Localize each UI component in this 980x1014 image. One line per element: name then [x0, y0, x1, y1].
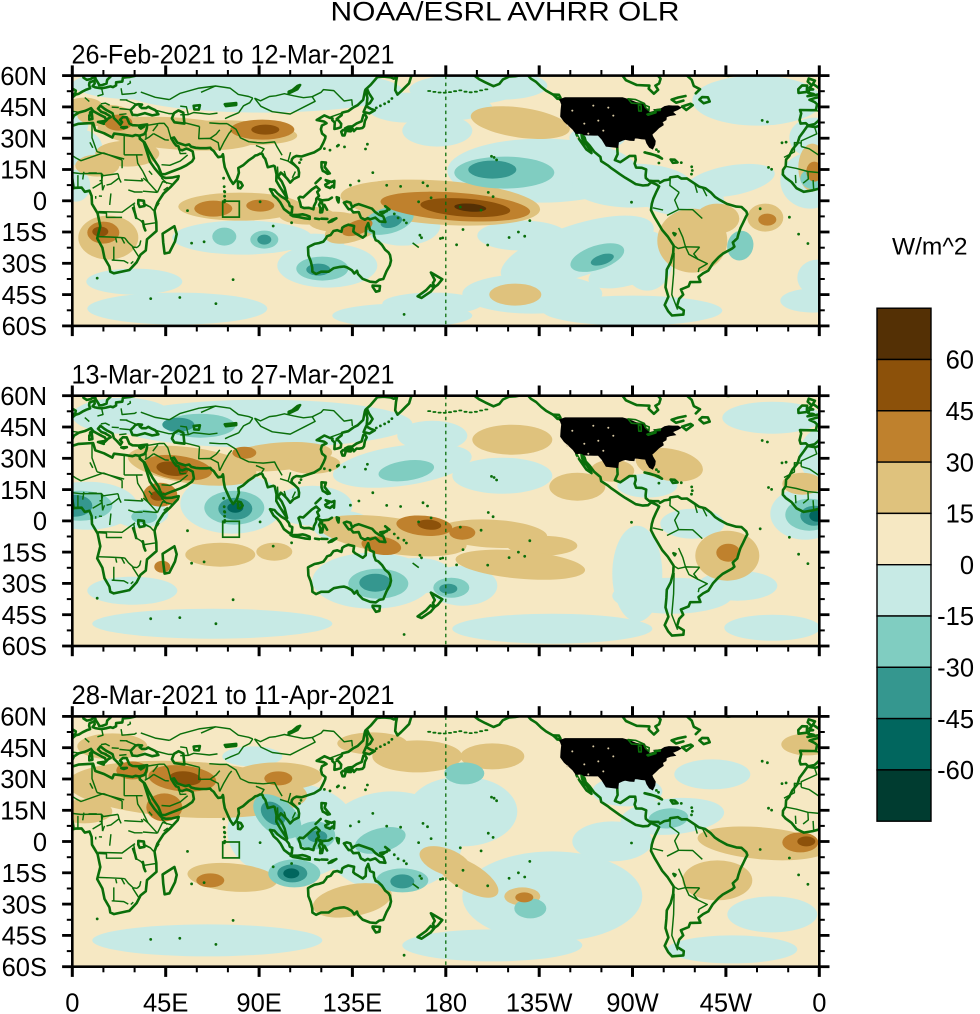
svg-text:45S: 45S — [2, 602, 47, 630]
svg-text:90E: 90E — [236, 990, 281, 1014]
svg-text:30S: 30S — [2, 891, 47, 919]
svg-text:30S: 30S — [2, 571, 47, 599]
svg-text:-60: -60 — [937, 757, 974, 785]
svg-text:0: 0 — [33, 508, 47, 536]
svg-text:15S: 15S — [2, 219, 47, 247]
svg-text:45N: 45N — [0, 414, 47, 442]
svg-text:30N: 30N — [0, 446, 47, 474]
svg-text:60: 60 — [946, 347, 974, 375]
svg-text:-30: -30 — [937, 655, 974, 683]
svg-text:15N: 15N — [0, 157, 47, 185]
svg-text:0: 0 — [812, 990, 826, 1014]
svg-text:45: 45 — [946, 398, 974, 426]
svg-text:45S: 45S — [2, 923, 47, 951]
svg-text:45S: 45S — [2, 282, 47, 310]
svg-text:NOAA/ESRL AVHRR OLR: NOAA/ESRL AVHRR OLR — [331, 0, 680, 27]
svg-text:W/m^2: W/m^2 — [892, 234, 967, 261]
svg-text:15: 15 — [946, 501, 974, 529]
svg-text:15S: 15S — [2, 860, 47, 888]
svg-text:60S: 60S — [2, 954, 47, 982]
svg-text:0: 0 — [33, 829, 47, 857]
svg-text:135E: 135E — [323, 990, 383, 1014]
svg-text:45N: 45N — [0, 94, 47, 122]
svg-text:0: 0 — [960, 552, 974, 580]
svg-text:0: 0 — [33, 188, 47, 216]
svg-text:60N: 60N — [0, 383, 47, 411]
svg-text:30: 30 — [946, 449, 974, 477]
svg-text:30N: 30N — [0, 125, 47, 153]
svg-text:26-Feb-2021 to 12-Mar-2021: 26-Feb-2021 to 12-Mar-2021 — [72, 39, 395, 69]
svg-text:135W: 135W — [506, 990, 573, 1014]
svg-text:45E: 45E — [143, 990, 188, 1014]
svg-text:15N: 15N — [0, 477, 47, 505]
svg-text:15N: 15N — [0, 798, 47, 826]
svg-text:60S: 60S — [2, 633, 47, 661]
svg-text:-45: -45 — [937, 706, 974, 734]
svg-text:45W: 45W — [700, 990, 752, 1014]
svg-text:45N: 45N — [0, 735, 47, 763]
svg-text:30N: 30N — [0, 766, 47, 794]
svg-text:15S: 15S — [2, 539, 47, 567]
svg-text:90W: 90W — [606, 990, 658, 1014]
svg-text:13-Mar-2021 to 27-Mar-2021: 13-Mar-2021 to 27-Mar-2021 — [72, 359, 395, 389]
svg-text:60N: 60N — [0, 704, 47, 732]
svg-text:30S: 30S — [2, 251, 47, 279]
svg-text:-15: -15 — [937, 603, 974, 631]
svg-text:60N: 60N — [0, 63, 47, 91]
svg-text:28-Mar-2021 to 11-Apr-2021: 28-Mar-2021 to 11-Apr-2021 — [72, 680, 395, 710]
svg-text:180: 180 — [425, 990, 468, 1014]
svg-text:0: 0 — [65, 990, 79, 1014]
svg-text:60S: 60S — [2, 313, 47, 341]
